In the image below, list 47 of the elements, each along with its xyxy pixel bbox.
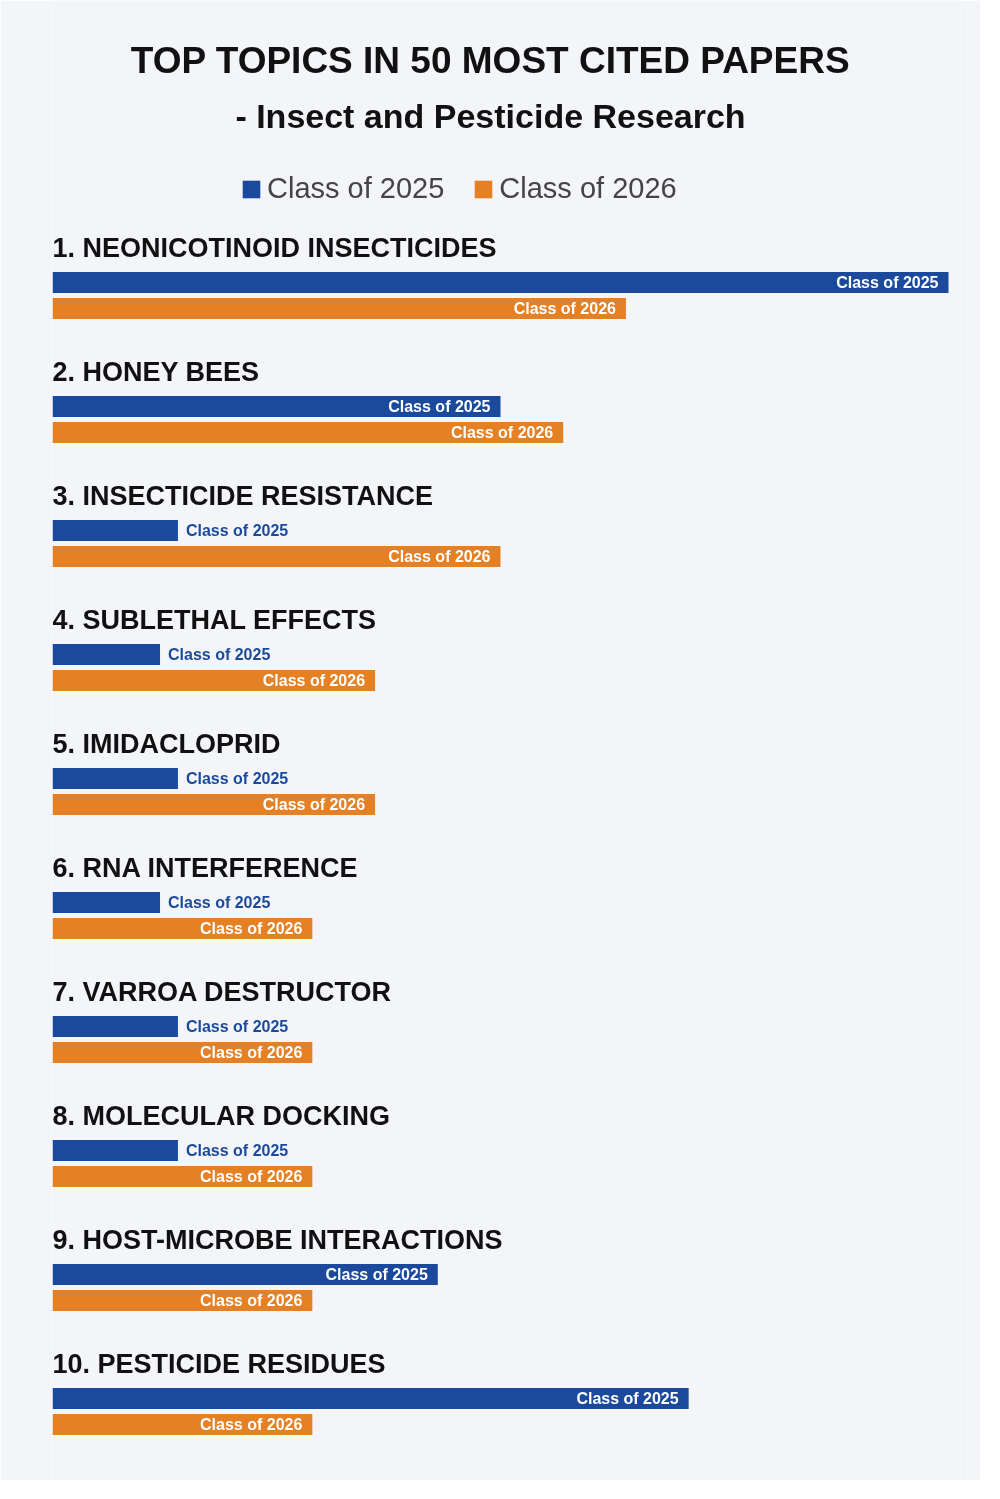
text: Class of 2025 [388, 398, 491, 415]
bar [52, 1388, 689, 1409]
text: Class of 2026 [200, 1168, 303, 1185]
text: Class of 2025 [185, 1018, 289, 1035]
text: Class of 2025 [836, 274, 939, 291]
text: Class of 2025 [185, 770, 289, 787]
bar [52, 546, 501, 567]
text: Class of 2026 [262, 796, 366, 813]
y-tick-label: 6. RNA INTERFERENCE [52, 852, 358, 883]
y-tick-label: 10. PESTICIDE RESIDUES [52, 1348, 386, 1379]
legend-label: Class of 2025 [267, 172, 445, 205]
bar [52, 644, 161, 665]
y-tick-label: 2. HONEY BEES [52, 356, 260, 387]
chart-title: TOP TOPICS IN 50 MOST CITED PAPERS [130, 40, 850, 81]
text: Class of 2025 [168, 646, 271, 663]
bar [52, 1016, 178, 1037]
bar [52, 298, 626, 319]
text: Class of 2026 [513, 300, 616, 317]
bar [52, 1140, 178, 1161]
y-tick-label: 4. SUBLETHAL EFFECTS [52, 604, 377, 635]
chart-subtitle: - Insect and Pesticide Research [235, 96, 746, 135]
bar [52, 422, 564, 443]
bar [52, 396, 501, 417]
text: Class of 2026 [200, 1416, 303, 1433]
y-tick-label: 3. INSECTICIDE RESISTANCE [52, 480, 434, 511]
y-tick-label: 1. NEONICOTINOID INSECTICIDES [52, 232, 497, 263]
y-tick-label: 9. HOST-MICROBE INTERACTIONS [52, 1224, 503, 1255]
text: Class of 2025 [185, 522, 289, 539]
text: Class of 2026 [200, 1292, 303, 1309]
y-tick-label: 8. MOLECULAR DOCKING [52, 1100, 390, 1131]
text: Class of 2026 [450, 424, 554, 441]
text: Class of 2025 [576, 1390, 679, 1407]
text: Class of 2025 [168, 894, 271, 911]
text: Class of 2026 [200, 1044, 303, 1061]
bar [52, 768, 178, 789]
bar [52, 520, 178, 541]
text: Class of 2026 [388, 548, 491, 565]
bar [52, 1264, 438, 1285]
y-tick-label: 7. VARROA DESTRUCTOR [52, 976, 392, 1007]
legend-label: Class of 2026 [499, 172, 677, 205]
text: Class of 2026 [200, 920, 303, 937]
text: Class of 2025 [325, 1266, 428, 1283]
y-tick-label: 5. IMIDACLOPRID [52, 728, 281, 759]
bar [52, 892, 161, 913]
text: Class of 2026 [262, 672, 366, 689]
bar [52, 272, 949, 293]
text: Class of 2025 [185, 1142, 289, 1159]
